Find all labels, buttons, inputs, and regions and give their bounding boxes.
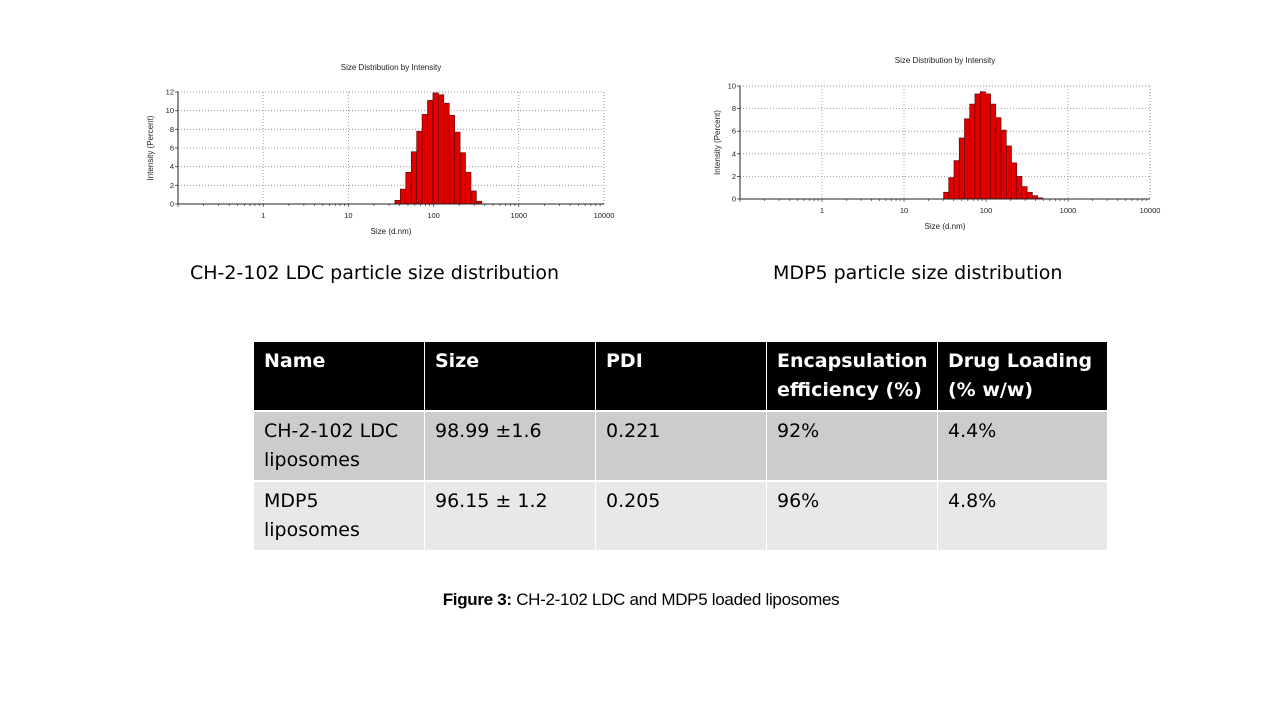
histogram-bar xyxy=(448,115,455,205)
cell-name: MDP5 liposomes xyxy=(254,482,425,552)
y-axis-label: Intensity (Percent) xyxy=(146,115,155,180)
y-tick-label: 4 xyxy=(170,162,174,171)
y-tick-label: 2 xyxy=(170,181,174,190)
chart1-caption: CH-2-102 LDC particle size distribution xyxy=(190,262,560,284)
liposome-properties-table: Name Size PDI Encapsulation efficiency (… xyxy=(254,342,1108,552)
histogram-bar xyxy=(416,130,423,205)
x-tick-label: 10 xyxy=(344,211,352,220)
chart2-caption: MDP5 particle size distribution xyxy=(773,262,1063,284)
histogram-bar xyxy=(427,100,434,205)
chart-title: Size Distribution by Intensity xyxy=(341,63,442,72)
cell-size: 96.15 ± 1.2 xyxy=(425,482,596,552)
histogram-bar xyxy=(459,152,466,205)
y-tick-label: 6 xyxy=(170,144,174,153)
histogram-bar xyxy=(400,188,407,205)
cell-drug-loading: 4.4% xyxy=(938,412,1108,482)
cell-pdi: 0.205 xyxy=(596,482,767,552)
cell-size: 98.99 ±1.6 xyxy=(425,412,596,482)
header-pdi: PDI xyxy=(596,342,767,412)
x-tick-label: 10000 xyxy=(594,211,615,220)
table-header-row: Name Size PDI Encapsulation efficiency (… xyxy=(254,342,1108,412)
figure-caption: Figure 3: CH-2-102 LDC and MDP5 loaded l… xyxy=(0,590,1280,610)
y-tick-label: 8 xyxy=(170,125,174,134)
histogram-bar xyxy=(465,171,472,205)
cell-drug-loading: 4.8% xyxy=(938,482,1108,552)
histogram-bar xyxy=(438,94,445,205)
cell-encapsulation: 92% xyxy=(767,412,938,482)
histogram-bar xyxy=(470,190,477,205)
histogram-bar xyxy=(443,102,450,205)
figure-caption-label: Figure 3: xyxy=(442,590,512,609)
header-drug-loading: Drug Loading (% w/w) xyxy=(938,342,1108,412)
x-tick-label: 100 xyxy=(427,211,440,220)
header-encapsulation-efficiency: Encapsulation efficiency (%) xyxy=(767,342,938,412)
cell-encapsulation: 96% xyxy=(767,482,938,552)
cell-pdi: 0.221 xyxy=(596,412,767,482)
histogram-bar xyxy=(454,131,461,205)
cell-name: CH-2-102 LDC liposomes xyxy=(254,412,425,482)
histogram-bar xyxy=(432,92,439,205)
table-row: MDP5 liposomes 96.15 ± 1.2 0.205 96% 4.8… xyxy=(254,482,1108,552)
y-tick-label: 10 xyxy=(166,106,174,115)
header-name: Name xyxy=(254,342,425,412)
histogram-bar xyxy=(394,199,401,205)
histogram-bar xyxy=(405,171,412,205)
histogram-bar xyxy=(421,114,428,205)
table-row: CH-2-102 LDC liposomes 98.99 ±1.6 0.221 … xyxy=(254,412,1108,482)
y-tick-label: 12 xyxy=(166,88,174,97)
y-tick-label: 0 xyxy=(170,200,174,209)
x-axis-label: Size (d.nm) xyxy=(371,227,412,236)
figure-caption-text: CH-2-102 LDC and MDP5 loaded liposomes xyxy=(511,590,840,609)
x-tick-label: 1000 xyxy=(510,211,527,220)
histogram-bar xyxy=(410,151,417,205)
header-size: Size xyxy=(425,342,596,412)
x-tick-label: 1 xyxy=(261,211,265,220)
